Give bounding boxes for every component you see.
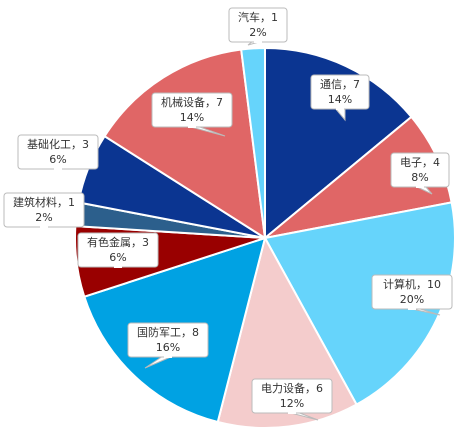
percent-label: 2% [249, 26, 266, 39]
percent-label: 12% [280, 397, 304, 410]
slice [264, 46, 413, 241]
data-label: 有色金属，3 [87, 235, 149, 249]
label-pointer [186, 125, 226, 137]
percent-label: 6% [109, 251, 126, 264]
data-label: 基础化工，3 [27, 137, 89, 151]
percent-label: 16% [156, 341, 180, 354]
percent-label: 14% [328, 93, 352, 106]
label-pointer [334, 107, 346, 122]
data-label: 电力设备，6 [261, 381, 323, 395]
percent-label: 8% [411, 171, 428, 184]
percent-label: 6% [49, 153, 66, 166]
data-label: 国防军工，8 [137, 325, 199, 339]
percent-label: 14% [180, 111, 204, 124]
data-label: 通信，7 [320, 78, 360, 91]
percent-label: 2% [35, 211, 52, 224]
slice [240, 46, 266, 239]
data-label: 建筑材料，1 [13, 195, 75, 209]
data-label: 机械设备，7 [161, 95, 223, 109]
data-label: 电子，4 [400, 156, 440, 169]
slice [263, 201, 456, 406]
data-label: 计算机，10 [383, 277, 441, 291]
data-label: 汽车，1 [238, 10, 278, 24]
percent-label: 20% [400, 293, 424, 306]
label-pointer [144, 355, 174, 369]
